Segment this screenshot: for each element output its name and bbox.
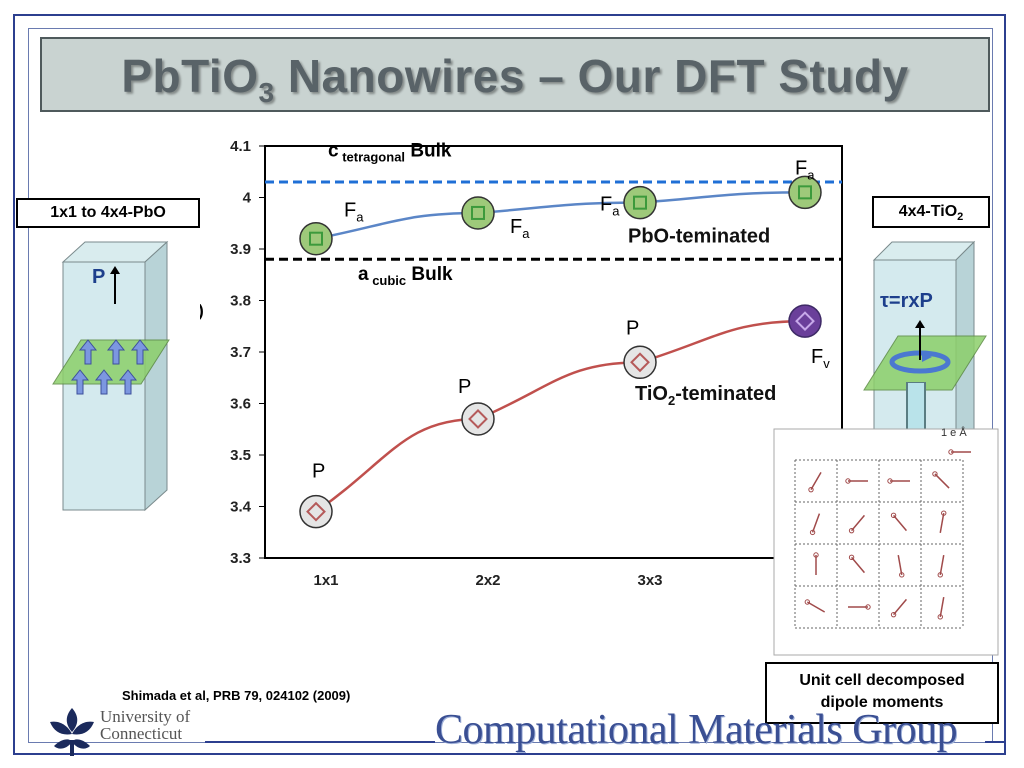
university-name: University of Connecticut [100, 708, 190, 742]
scale-arrow-tail [948, 449, 954, 455]
title-banner: PbTiO3 Nanowires – Our DFT Study [40, 37, 990, 112]
point-label: P [626, 317, 639, 339]
data-point-symbol [468, 409, 488, 429]
dipole-arrow [897, 555, 903, 575]
dipole-arrow-tail [937, 572, 943, 578]
pbo-nanowire-diagram [52, 240, 170, 512]
dipole-arrow-tail [865, 604, 871, 610]
dipole-arrow [934, 473, 950, 489]
footer-rule-left [205, 741, 435, 743]
dipole-arrow [810, 471, 822, 491]
dipole-arrow-tail [848, 527, 855, 534]
point-label: P [458, 376, 471, 398]
data-point-marker [299, 494, 333, 529]
y-tick-label: 3.4 [230, 499, 252, 516]
reference-line-label-0: c tetragonal Bulk [328, 140, 452, 164]
dipole-arrow-tail [899, 572, 905, 578]
data-point-symbol [633, 195, 647, 210]
dipole-arrow [811, 513, 821, 533]
x-tick-label: 1x1 [313, 572, 338, 589]
dipole-arrow [939, 597, 945, 617]
series-line-0 [315, 191, 806, 240]
pbo-wire-label: 1x1 to 4x4-PbO [16, 198, 200, 228]
point-label: Fa [795, 157, 815, 182]
y-tick-label: 3.8 [230, 293, 251, 310]
torque-label: τ=rxP [880, 290, 933, 312]
x-tick-label: 2x2 [475, 572, 500, 589]
dipole-arrow [850, 556, 866, 574]
point-label: P [312, 461, 325, 483]
dipole-arrow [892, 514, 908, 532]
dipole-arrow-tail [932, 471, 938, 477]
point-label: Fa [600, 194, 620, 219]
dipole-arrow [939, 513, 945, 533]
dipole-arrow-tail [813, 552, 819, 558]
data-point-symbol [795, 311, 815, 331]
polarization-label: P [92, 266, 106, 288]
dipole-arrow-tail [804, 599, 811, 605]
footer-rule-right [985, 741, 1006, 743]
data-point-symbol [471, 205, 485, 220]
dipole-arrow-tail [845, 478, 851, 484]
y-tick-label: 3.3 [230, 550, 251, 567]
dipole-caption-line2: dipole moments [820, 694, 944, 711]
x-tick-label: 3x3 [637, 572, 662, 589]
dipole-arrow [939, 555, 945, 575]
y-tick-label: 4 [243, 190, 252, 207]
data-point-symbol [309, 231, 323, 246]
dipole-scale-label: 1 e Å [941, 427, 967, 439]
slide-title: PbTiO3 Nanowires – Our DFT Study [121, 50, 909, 109]
dipole-caption-line1: Unit cell decomposed [799, 672, 965, 689]
data-point-marker [461, 402, 495, 436]
data-point-marker [623, 185, 657, 220]
series-line-1 [315, 319, 806, 513]
data-point-marker [299, 221, 333, 256]
dipole-arrow-tail [941, 510, 947, 516]
y-tick-label: 4.1 [230, 138, 251, 155]
data-point-marker [788, 175, 822, 210]
dipole-arrow-tail [937, 614, 943, 620]
university-line2: Connecticut [100, 724, 183, 743]
dipole-moment-map [773, 428, 999, 656]
dipole-arrow-tail [887, 478, 893, 484]
university-line1: University of [100, 707, 191, 726]
series-name-pbo: PbO-teminated [628, 226, 770, 248]
data-point-symbol [306, 501, 326, 522]
uconn-oak-leaf-logo [50, 708, 94, 756]
dipole-arrow [892, 598, 908, 616]
point-label: Fa [344, 200, 364, 225]
data-point-symbol [798, 185, 812, 200]
lattice-parameter-chart: 4.1 4 3.9 3.8 3.7 3.6 3.5 3.4 3.3 1x1 2x2 3x3 c (Å) c… [200, 138, 843, 589]
point-label: Fv [811, 346, 830, 371]
dipole-arrow-tail [890, 611, 897, 618]
point-label: Fa [510, 216, 530, 241]
reference-line-label-1: a cubic Bulk [358, 264, 453, 288]
data-point-marker [461, 196, 495, 230]
dipole-arrow-tail [808, 486, 814, 493]
tio2-wire-label: 4x4-TiO2 [872, 196, 990, 228]
dipole-arrow-tail [848, 554, 855, 561]
dipole-arrow [850, 514, 866, 532]
y-tick-label: 3.5 [230, 447, 251, 464]
slide-inner-frame [28, 28, 993, 743]
data-point-marker [623, 345, 657, 380]
dipole-map-border [773, 428, 999, 656]
group-name: Computational Materials Group [435, 707, 958, 753]
dipole-caption-box: Unit cell decomposed dipole moments [765, 662, 999, 724]
reference-citation: Shimada et al, PRB 79, 024102 (2009) [122, 688, 351, 703]
dipole-arrow [806, 601, 826, 613]
y-tick-label: 3.9 [230, 241, 251, 258]
y-tick-label: 3.6 [230, 396, 251, 413]
series-name-tio2: TiO2-teminated [635, 383, 776, 408]
data-point-symbol [630, 352, 650, 373]
dipole-arrow-tail [809, 529, 816, 536]
y-tick-label: 3.7 [230, 344, 251, 361]
dipole-arrow-tail [890, 512, 897, 519]
y-axis-label: c (Å) [200, 301, 204, 320]
data-point-marker [788, 304, 822, 338]
slide-outer-frame [13, 14, 1006, 755]
